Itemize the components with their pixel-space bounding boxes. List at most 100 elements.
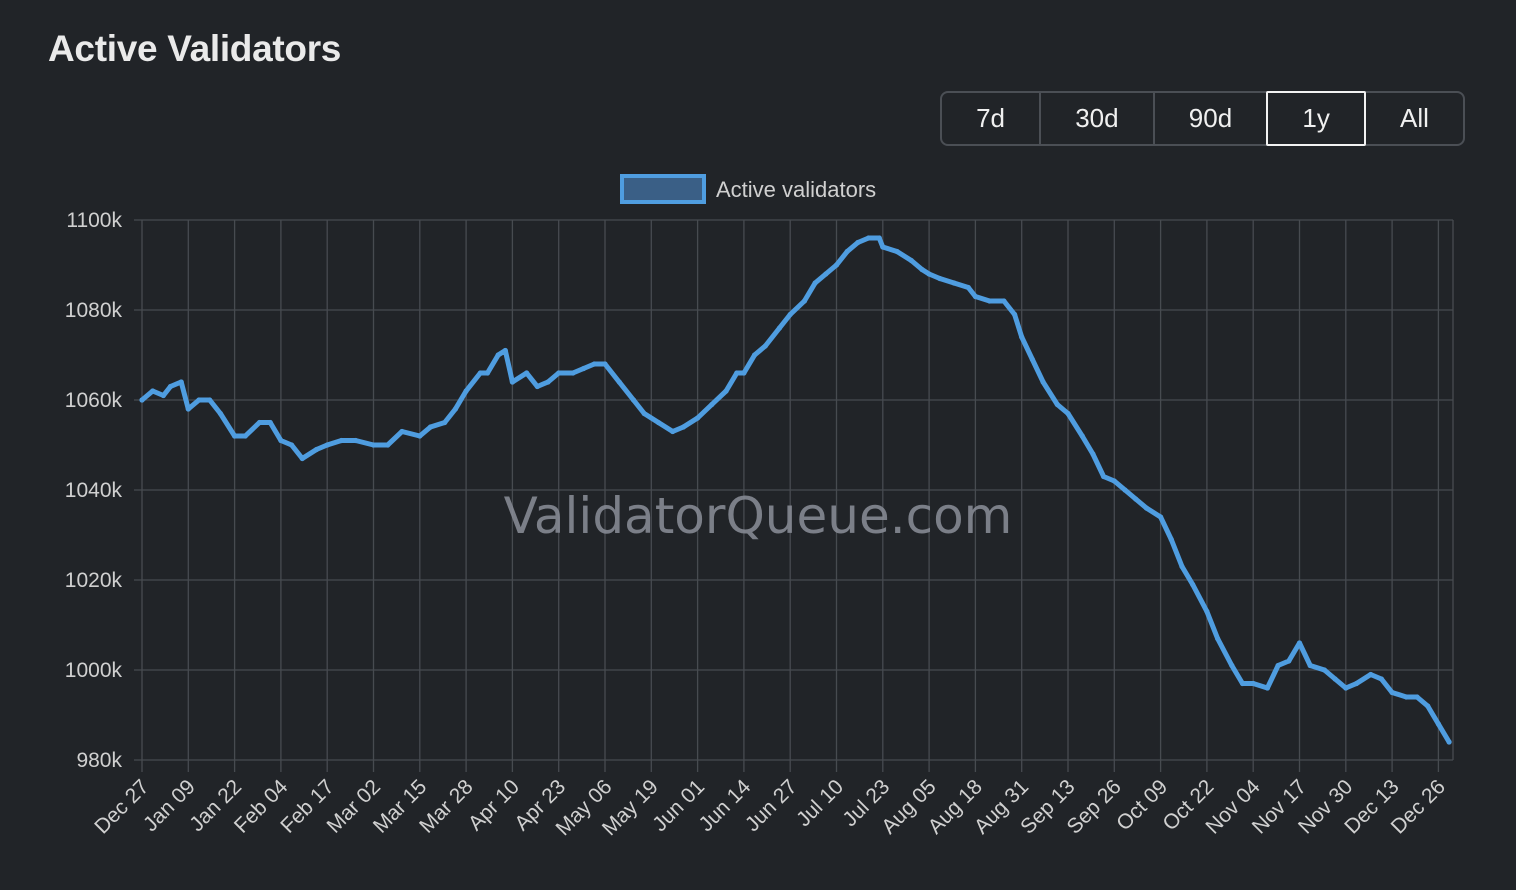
range-button-all[interactable]: All — [1400, 103, 1429, 133]
data-point[interactable] — [267, 419, 273, 426]
data-point[interactable] — [855, 239, 861, 246]
data-point[interactable] — [477, 370, 483, 376]
data-point[interactable] — [452, 406, 459, 412]
data-point[interactable] — [484, 370, 491, 376]
data-point[interactable] — [160, 392, 166, 399]
data-point[interactable] — [1190, 581, 1196, 588]
data-point[interactable] — [299, 455, 305, 462]
data-point[interactable] — [1250, 680, 1256, 687]
data-point[interactable] — [495, 352, 501, 358]
data-point[interactable] — [278, 437, 284, 444]
chart-legend[interactable]: Active validators — [620, 174, 876, 204]
data-point[interactable] — [1029, 356, 1035, 363]
data-point[interactable] — [581, 365, 587, 372]
data-point[interactable] — [1264, 685, 1271, 691]
data-point[interactable] — [908, 257, 914, 264]
data-point[interactable] — [951, 280, 957, 286]
data-point[interactable] — [150, 388, 156, 394]
data-point[interactable] — [1204, 608, 1210, 615]
data-point[interactable] — [833, 262, 840, 268]
data-point[interactable] — [167, 383, 174, 390]
data-point[interactable] — [178, 379, 184, 385]
data-point[interactable] — [880, 244, 886, 250]
data-point[interactable] — [417, 433, 423, 439]
data-point[interactable] — [1368, 671, 1374, 678]
data-point[interactable] — [1111, 478, 1117, 484]
data-point[interactable] — [1011, 311, 1018, 318]
data-point[interactable] — [556, 370, 562, 376]
data-point[interactable] — [1179, 563, 1185, 570]
data-point[interactable] — [751, 352, 758, 358]
data-point[interactable] — [1054, 401, 1060, 408]
data-point[interactable] — [894, 248, 900, 255]
data-point[interactable] — [787, 311, 793, 318]
data-point[interactable] — [338, 437, 345, 444]
data-point[interactable] — [324, 442, 330, 448]
data-point[interactable] — [1239, 680, 1246, 687]
data-point[interactable] — [670, 428, 676, 435]
data-point[interactable] — [723, 388, 729, 394]
data-point[interactable] — [1079, 433, 1085, 439]
data-point[interactable] — [1353, 680, 1360, 687]
data-point[interactable] — [463, 388, 469, 394]
data-point[interactable] — [1286, 658, 1292, 664]
data-point[interactable] — [217, 410, 223, 417]
data-point[interactable] — [399, 428, 405, 435]
range-button-1y[interactable]: 1y — [1266, 91, 1366, 146]
data-point[interactable] — [442, 419, 448, 426]
data-point[interactable] — [1343, 685, 1349, 691]
data-point[interactable] — [655, 419, 662, 426]
data-point[interactable] — [1229, 662, 1235, 669]
data-point[interactable] — [570, 370, 576, 376]
data-point[interactable] — [313, 446, 320, 453]
data-point[interactable] — [534, 383, 540, 390]
data-point[interactable] — [865, 235, 872, 241]
data-point[interactable] — [1122, 487, 1128, 493]
data-point[interactable] — [502, 347, 508, 354]
data-point[interactable] — [801, 298, 808, 304]
data-point[interactable] — [1414, 694, 1420, 700]
data-point[interactable] — [1446, 739, 1452, 745]
data-point[interactable] — [919, 266, 925, 273]
data-point[interactable] — [987, 298, 993, 304]
data-point[interactable] — [1143, 505, 1149, 511]
data-point[interactable] — [509, 379, 515, 385]
data-point[interactable] — [616, 379, 622, 385]
data-point[interactable] — [256, 419, 263, 426]
data-point[interactable] — [1321, 667, 1328, 673]
data-point[interactable] — [776, 325, 783, 331]
data-point[interactable] — [524, 370, 530, 376]
data-point[interactable] — [545, 379, 551, 385]
data-point[interactable] — [1275, 662, 1281, 669]
data-point[interactable] — [139, 397, 145, 403]
data-point[interactable] — [1214, 635, 1221, 642]
data-point[interactable] — [427, 424, 434, 430]
data-point[interactable] — [1133, 496, 1139, 502]
data-point[interactable] — [965, 284, 971, 291]
data-point[interactable] — [680, 424, 686, 430]
data-point[interactable] — [1378, 676, 1385, 682]
data-point[interactable] — [1403, 694, 1409, 700]
data-point[interactable] — [812, 280, 818, 286]
data-point[interactable] — [762, 343, 768, 349]
data-point[interactable] — [709, 401, 715, 408]
data-point[interactable] — [1040, 379, 1046, 385]
data-point[interactable] — [602, 361, 608, 367]
data-point[interactable] — [876, 235, 882, 241]
data-point[interactable] — [288, 442, 295, 448]
data-point[interactable] — [1065, 410, 1071, 417]
range-button-30d[interactable]: 30d — [1041, 93, 1155, 144]
data-point[interactable] — [207, 397, 213, 403]
data-point[interactable] — [232, 433, 238, 439]
data-point[interactable] — [1435, 721, 1441, 727]
data-point[interactable] — [741, 370, 747, 376]
data-point[interactable] — [353, 437, 359, 444]
data-point[interactable] — [185, 406, 191, 412]
data-point[interactable] — [242, 433, 248, 439]
data-point[interactable] — [823, 271, 829, 277]
data-point[interactable] — [1001, 298, 1007, 304]
data-point[interactable] — [1296, 640, 1303, 646]
data-point[interactable] — [1168, 536, 1174, 543]
data-point[interactable] — [1389, 689, 1395, 696]
data-point[interactable] — [196, 397, 202, 403]
